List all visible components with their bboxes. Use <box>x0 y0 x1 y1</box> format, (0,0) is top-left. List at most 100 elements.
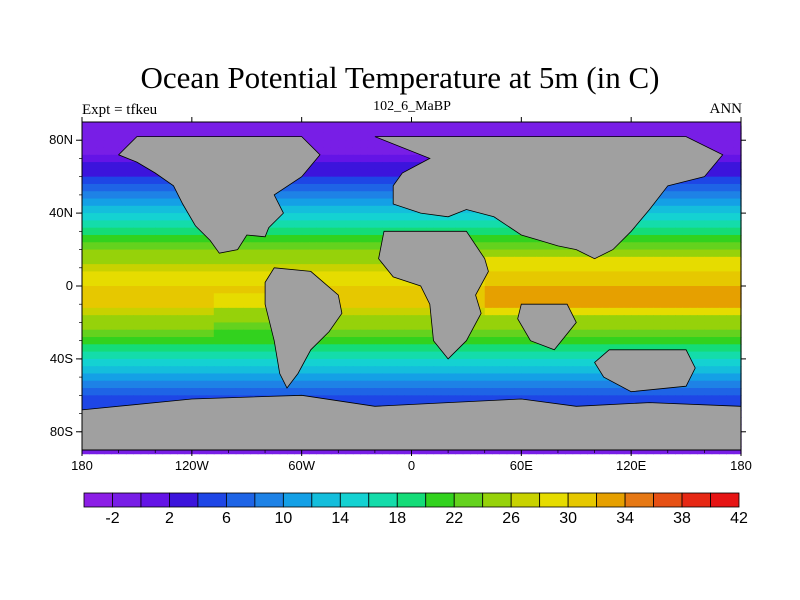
ocean-cell <box>616 337 625 345</box>
ocean-cell <box>616 307 625 316</box>
ocean-cell <box>316 140 325 149</box>
ocean-cell <box>118 213 127 221</box>
ocean-cell <box>235 358 244 367</box>
ocean-cell <box>396 395 405 404</box>
ocean-cell <box>301 213 310 221</box>
ocean-cell <box>184 366 193 375</box>
ocean-cell <box>389 169 398 178</box>
ocean-cell <box>257 278 266 287</box>
ocean-cell <box>257 380 266 389</box>
ocean-cell <box>103 132 112 141</box>
ocean-cell <box>623 256 632 265</box>
ocean-cell <box>103 234 112 243</box>
ocean-cell <box>155 198 164 207</box>
ocean-cell <box>155 388 164 396</box>
ocean-cell <box>96 307 105 316</box>
ocean-cell <box>704 315 713 324</box>
ocean-cell <box>653 198 662 207</box>
ocean-cell <box>404 322 413 331</box>
ocean-cell <box>177 322 186 331</box>
ocean-cell <box>382 366 391 375</box>
ocean-cell <box>272 373 281 382</box>
ocean-cell <box>103 286 112 294</box>
ocean-cell <box>162 183 171 192</box>
ocean-cell <box>111 220 120 229</box>
ocean-cell <box>199 380 208 389</box>
ocean-cell <box>213 264 222 273</box>
ocean-cell <box>103 307 112 316</box>
ocean-cell <box>96 388 105 396</box>
ocean-cell <box>243 256 252 265</box>
ocean-cell <box>682 249 691 258</box>
ocean-cell <box>601 388 610 396</box>
ocean-cell <box>301 125 310 134</box>
ocean-cell <box>140 366 149 375</box>
ocean-cell <box>338 213 347 221</box>
ocean-cell <box>572 373 581 382</box>
ocean-cell <box>528 271 537 280</box>
ocean-cell <box>711 293 720 302</box>
ocean-cell <box>345 132 354 141</box>
ocean-cell <box>235 351 244 360</box>
ocean-cell <box>345 176 354 185</box>
colorbar-label: 38 <box>673 510 691 527</box>
ocean-cell <box>726 147 735 156</box>
ocean-cell <box>147 322 156 331</box>
ocean-cell <box>506 380 515 389</box>
ocean-cell <box>418 380 427 389</box>
ocean-cell <box>330 154 339 163</box>
ocean-cell <box>433 220 442 229</box>
ocean-cell <box>191 315 200 324</box>
ocean-cell <box>667 227 676 236</box>
ocean-cell <box>609 271 618 280</box>
ocean-cell <box>704 307 713 316</box>
ocean-cell <box>719 271 727 280</box>
ocean-cell <box>506 227 515 236</box>
ocean-cell <box>243 242 252 251</box>
ocean-cell <box>660 315 669 324</box>
ocean-cell <box>96 227 105 236</box>
ocean-cell <box>96 205 105 214</box>
ocean-cell <box>396 147 405 156</box>
ocean-cell <box>631 271 640 280</box>
ocean-cell <box>587 125 596 134</box>
ocean-cell <box>477 373 486 382</box>
ocean-cell <box>535 366 544 375</box>
ocean-cell <box>689 293 698 302</box>
ocean-cell <box>455 358 464 367</box>
ocean-cell <box>704 351 713 360</box>
ocean-cell <box>470 329 478 338</box>
ocean-cell <box>660 249 669 258</box>
ocean-cell <box>711 125 720 134</box>
ocean-cell <box>250 256 259 265</box>
ocean-cell <box>294 234 303 243</box>
ocean-cell <box>462 220 471 229</box>
ocean-cell <box>206 242 215 251</box>
colorbar-swatch <box>710 492 740 508</box>
ocean-cell <box>221 307 230 316</box>
ocean-cell <box>396 373 405 382</box>
ocean-cell <box>235 264 244 273</box>
ocean-cell <box>733 147 742 156</box>
ocean-cell <box>360 154 369 163</box>
ocean-cell <box>521 249 530 258</box>
ocean-cell <box>89 183 98 192</box>
ocean-cell <box>506 300 515 309</box>
ocean-cell <box>272 227 281 236</box>
ocean-cell <box>338 278 347 287</box>
ocean-cell <box>448 366 457 375</box>
ocean-cell <box>301 264 310 273</box>
ocean-cell <box>111 125 120 134</box>
ocean-cell <box>243 307 252 316</box>
ocean-cell <box>631 300 640 309</box>
ocean-cell <box>257 125 266 134</box>
ocean-cell <box>609 264 618 273</box>
ocean-cell <box>169 271 178 280</box>
ocean-cell <box>279 380 288 389</box>
ocean-cell <box>528 286 537 294</box>
ocean-cell <box>111 256 120 265</box>
ocean-cell <box>653 264 662 273</box>
ocean-cell <box>418 337 427 345</box>
ocean-cell <box>411 307 420 316</box>
ocean-cell <box>528 293 537 302</box>
